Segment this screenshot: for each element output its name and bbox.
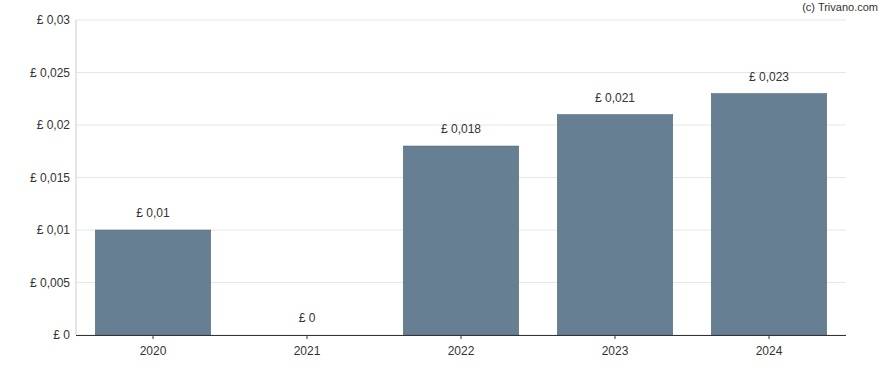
x-tick-label: 2024 [756,344,783,358]
y-tick-label: £ 0,03 [37,13,71,27]
x-tick-label: 2021 [294,344,321,358]
y-tick-label: £ 0,005 [30,276,70,290]
x-tick-label: 2023 [602,344,629,358]
x-tick [461,335,462,339]
data-label: £ 0 [299,311,316,325]
bar [95,230,211,335]
bar [711,94,827,336]
y-tick-label: £ 0,025 [30,66,70,80]
data-label: £ 0,023 [749,70,789,84]
credit: (c) Trivano.com [802,1,878,13]
data-label: £ 0,021 [595,91,635,105]
y-tick-label: £ 0,01 [37,223,71,237]
y-tick-label: £ 0,015 [30,171,70,185]
grid-line [76,20,846,21]
x-tick-label: 2022 [448,344,475,358]
data-label: £ 0,018 [441,122,481,136]
grid-line [76,72,846,73]
y-tick-label: £ 0 [53,328,70,342]
y-tick-label: £ 0,02 [37,118,71,132]
x-tick [769,335,770,339]
x-tick [615,335,616,339]
x-tick [307,335,308,339]
chart: £ 0 £ 0,005 £ 0,01 £ 0,015 £ 0,02 £ 0,025 £ 0,… [0,0,888,370]
x-tick [153,335,154,339]
bar [403,146,519,335]
y-axis-line [76,20,77,335]
bars [95,94,827,336]
bar [557,115,673,336]
bar [249,335,365,336]
x-tick-label: 2020 [140,344,167,358]
data-label: £ 0,01 [136,206,170,220]
